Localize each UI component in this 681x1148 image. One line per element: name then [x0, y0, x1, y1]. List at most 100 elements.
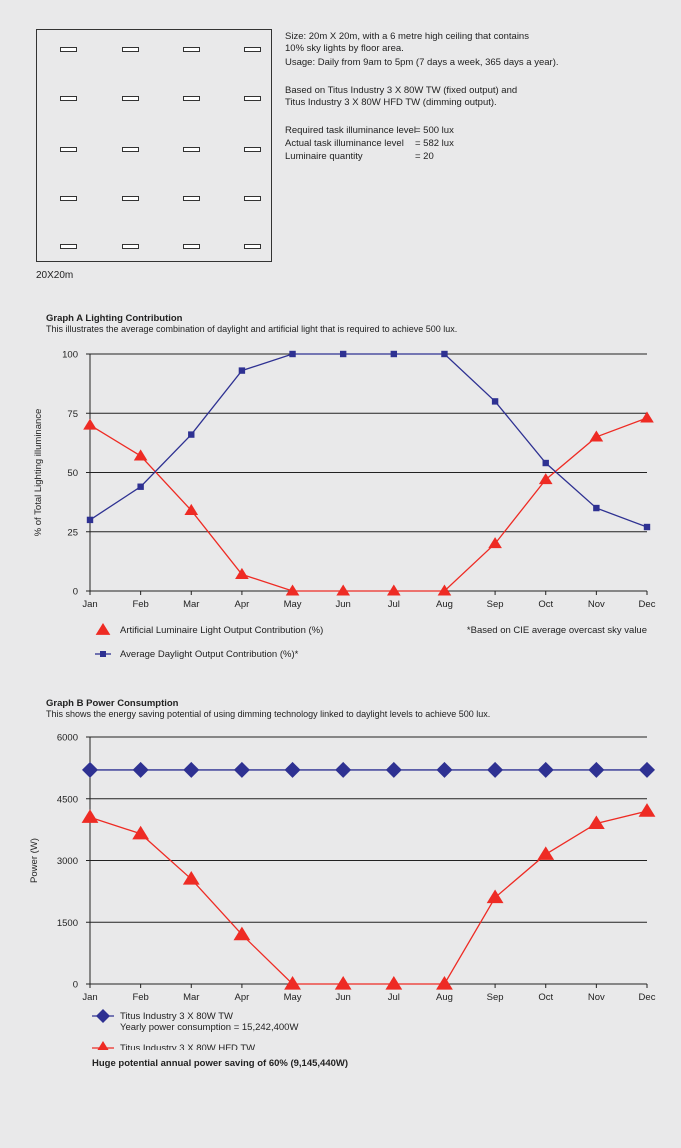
- y-tick-label: 6000: [57, 733, 78, 744]
- diamond-marker: [537, 761, 554, 778]
- triangle-marker: [285, 584, 300, 596]
- based-line-1: Based on Titus Industry 3 X 80W TW (fixe…: [285, 85, 518, 96]
- luminaire: [60, 47, 77, 52]
- luminaire: [244, 196, 261, 201]
- x-tick-label: Sep: [487, 992, 504, 1003]
- luminaire: [122, 96, 139, 101]
- y-tick-label: 25: [67, 527, 78, 538]
- x-tick-label: Jan: [82, 599, 97, 610]
- triangle-marker: [538, 473, 553, 485]
- square-marker: [137, 483, 144, 490]
- diamond-marker: [436, 761, 453, 778]
- diamond-marker: [588, 761, 605, 778]
- x-tick-label: May: [284, 992, 302, 1003]
- y-tick-label: 0: [73, 587, 78, 598]
- triangle-marker: [95, 623, 111, 635]
- x-tick-label: Jul: [388, 599, 400, 610]
- graph-b-title: Graph B Power Consumption: [46, 698, 179, 709]
- square-marker: [100, 651, 106, 657]
- luminaire: [244, 147, 261, 152]
- triangle-marker: [437, 584, 452, 596]
- triangle-marker: [336, 584, 351, 596]
- square-marker: [441, 350, 448, 358]
- graph-b-desc: This shows the energy saving potential o…: [46, 709, 491, 719]
- based-line-2: Titus Industry 3 X 80W HFD TW (dimming o…: [285, 97, 497, 108]
- spec-row-label: Required task illuminance level: [285, 125, 416, 136]
- x-tick-label: Nov: [588, 992, 605, 1003]
- square-marker: [491, 398, 499, 405]
- legend-label: Artificial Luminaire Light Output Contri…: [120, 625, 323, 636]
- triangle-marker: [284, 976, 301, 990]
- series-line: [89, 353, 648, 528]
- x-tick-label: Aug: [436, 992, 453, 1003]
- y-axis-label: Power (W): [29, 838, 40, 883]
- x-tick-label: Feb: [132, 992, 148, 1003]
- triangle-marker: [385, 976, 403, 990]
- luminaire: [122, 47, 139, 52]
- spec-line-1: Size: 20m X 20m, with a 6 metre high cei…: [285, 31, 529, 42]
- square-marker: [643, 523, 651, 531]
- triangle-marker: [83, 418, 97, 430]
- luminaire: [183, 47, 200, 52]
- x-tick-label: Aug: [436, 599, 453, 610]
- x-tick-label: Dec: [639, 992, 656, 1003]
- luminaire: [122, 244, 139, 249]
- spec-row-value: = 582 lux: [415, 138, 454, 149]
- square-marker: [86, 516, 94, 524]
- graph-a-title: Graph A Lighting Contribution: [46, 313, 183, 324]
- spec-row-required: Required task illuminance level = 500 lu…: [285, 125, 454, 136]
- luminaire: [183, 147, 200, 152]
- graph-a-chart: 0 25 50 75 100 Jan Feb Mar Apr May Jun Jul Aug Sep Oct…: [33, 350, 656, 661]
- spec-row-actual: Actual task illuminance level = 582 lux: [285, 138, 454, 149]
- triangle-marker: [81, 809, 99, 823]
- luminaire: [244, 244, 261, 249]
- x-tick-label: Dec: [639, 599, 656, 610]
- x-tick-label: Mar: [183, 992, 199, 1003]
- legend-label: Titus Industry 3 X 80W TW: [120, 1011, 233, 1022]
- luminaire: [183, 96, 200, 101]
- triangle-marker: [436, 976, 453, 990]
- spec-row-value: = 20: [415, 151, 434, 162]
- y-axis-label: % of Total Lighting illuminance: [33, 409, 44, 537]
- spec-row-quantity: Luminaire quantity = 20: [285, 151, 434, 162]
- y-tick-label: 4500: [57, 794, 78, 805]
- luminaire: [60, 147, 77, 152]
- x-tick-label: Sep: [487, 599, 504, 610]
- x-tick-label: Oct: [538, 599, 553, 610]
- triangle-marker: [97, 1041, 109, 1050]
- luminaire: [60, 244, 77, 249]
- y-tick-label: 50: [67, 468, 78, 479]
- diamond-marker: [233, 761, 250, 778]
- floor-plan: [36, 29, 272, 262]
- spec-row-label: Actual task illuminance level: [285, 138, 404, 149]
- triangle-marker: [638, 803, 656, 817]
- triangle-marker: [386, 584, 401, 596]
- spec-row-value: = 500 lux: [415, 125, 454, 136]
- luminaire: [183, 244, 200, 249]
- floor-plan-label: 20X20m: [36, 270, 74, 281]
- x-tick-label: Jun: [336, 992, 351, 1003]
- luminaire: [122, 196, 139, 201]
- triangle-marker: [133, 449, 148, 461]
- x-tick-label: Oct: [538, 992, 553, 1003]
- legend-label: Average Daylight Output Contribution (%)…: [120, 649, 299, 660]
- diamond-marker: [284, 761, 301, 778]
- triangle-marker: [182, 871, 200, 885]
- triangle-marker: [587, 815, 605, 830]
- square-marker: [593, 504, 600, 512]
- x-tick-label: Mar: [183, 599, 199, 610]
- diamond-marker: [335, 761, 352, 778]
- legend-label: Titus Industry 3 X 80W HFD TW: [120, 1043, 255, 1050]
- triangle-marker: [537, 846, 555, 860]
- diamond-marker: [132, 761, 149, 778]
- y-tick-label: 1500: [57, 918, 78, 929]
- square-marker: [289, 350, 296, 358]
- square-marker: [390, 350, 398, 358]
- legend-sublabel: Yearly power consumption = 15,242,400W: [120, 1022, 298, 1033]
- triangle-marker: [589, 430, 604, 442]
- chart-note: *Based on CIE average overcast sky value: [467, 625, 647, 636]
- x-tick-label: Jun: [336, 599, 351, 610]
- x-tick-label: Apr: [235, 599, 250, 610]
- diamond-marker: [639, 761, 655, 778]
- triangle-marker: [132, 825, 150, 840]
